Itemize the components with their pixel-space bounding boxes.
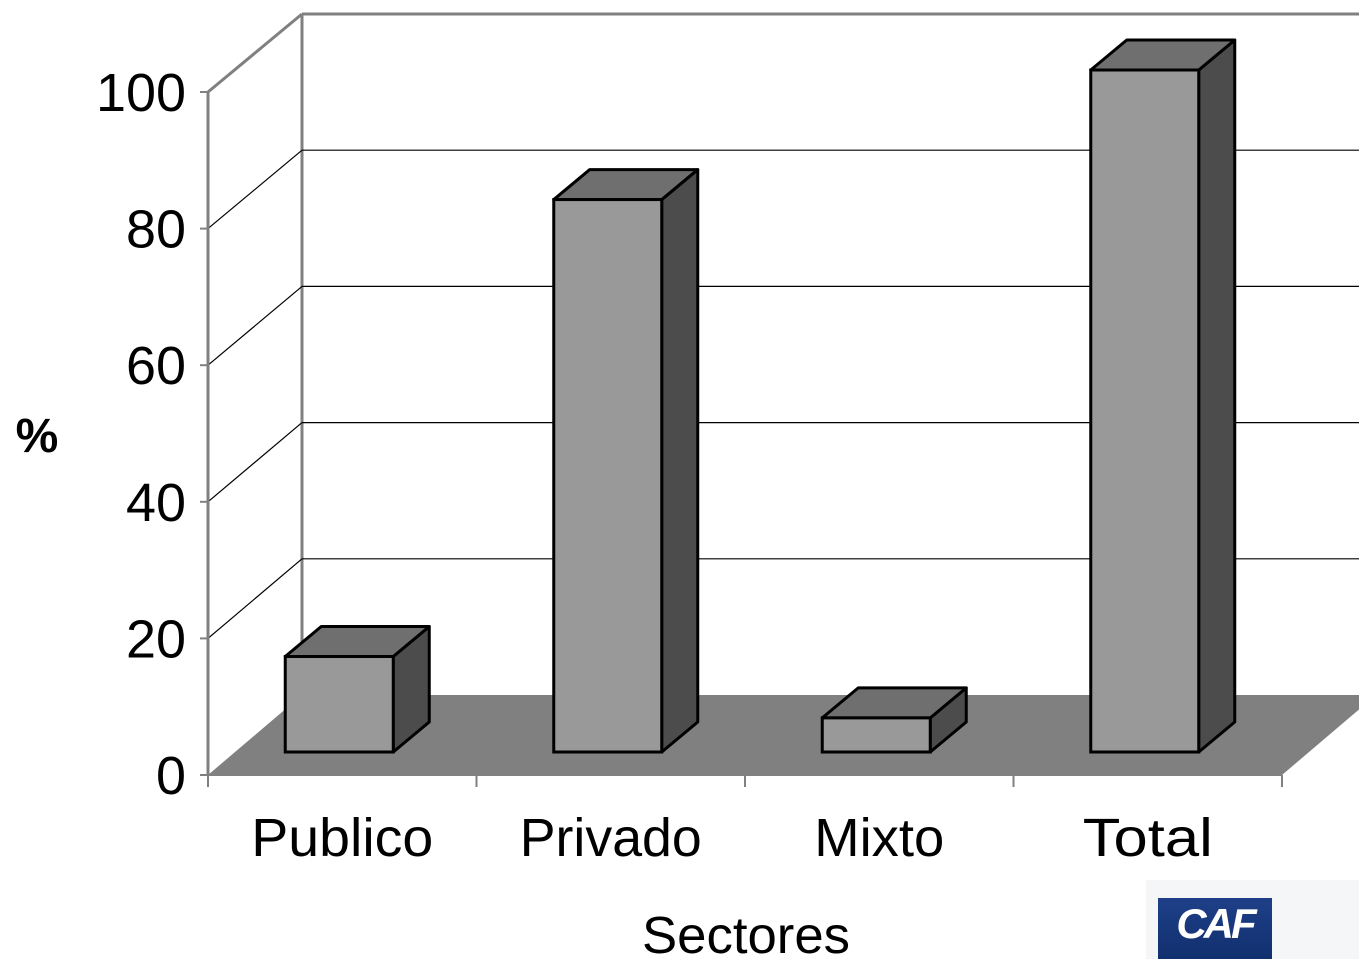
y-tick-label: 80: [126, 200, 186, 260]
y-axis: [206, 92, 1282, 776]
bar-front: [820, 716, 932, 754]
caf-logo-text: CAF: [1176, 900, 1256, 947]
bar-front: [283, 655, 395, 754]
x-category-label: Total: [1083, 808, 1213, 868]
gridline-side: [207, 285, 303, 366]
y-axis-title: %: [16, 410, 59, 463]
x-tick-labels: Publico Privado Mixto Total: [251, 808, 1213, 868]
gridline-side: [207, 422, 303, 503]
bars: [283, 38, 1237, 754]
y-tick-label: 40: [126, 473, 186, 533]
bar-side: [660, 168, 700, 754]
y-tick-label: 20: [126, 609, 186, 669]
y-tick-label: 60: [126, 336, 186, 396]
chart-walls: [207, 12, 1359, 775]
x-axis-title: Sectores: [642, 907, 850, 959]
bar: [820, 686, 968, 754]
y-tick-label: 100: [96, 63, 186, 123]
x-category-label: Publico: [251, 808, 433, 868]
gridline-side: [207, 558, 303, 639]
y-tick-labels: 0 20 40 60 80 100: [96, 63, 186, 806]
chart-floor: [208, 695, 1359, 775]
caf-logo-box: CAF: [1158, 898, 1272, 959]
bar: [283, 625, 431, 754]
y-tick-label: 0: [156, 746, 186, 806]
bar-side: [1197, 38, 1237, 754]
side-wall-top-edge: [207, 12, 303, 94]
x-category-label: Privado: [520, 808, 702, 868]
bar-front: [552, 198, 664, 754]
bar-front: [1089, 68, 1201, 754]
gridline-side: [207, 149, 303, 230]
bar: [552, 168, 700, 754]
caf-logo: CAF: [1146, 880, 1359, 959]
x-category-label: Mixto: [814, 808, 944, 868]
bar: [1089, 38, 1237, 754]
